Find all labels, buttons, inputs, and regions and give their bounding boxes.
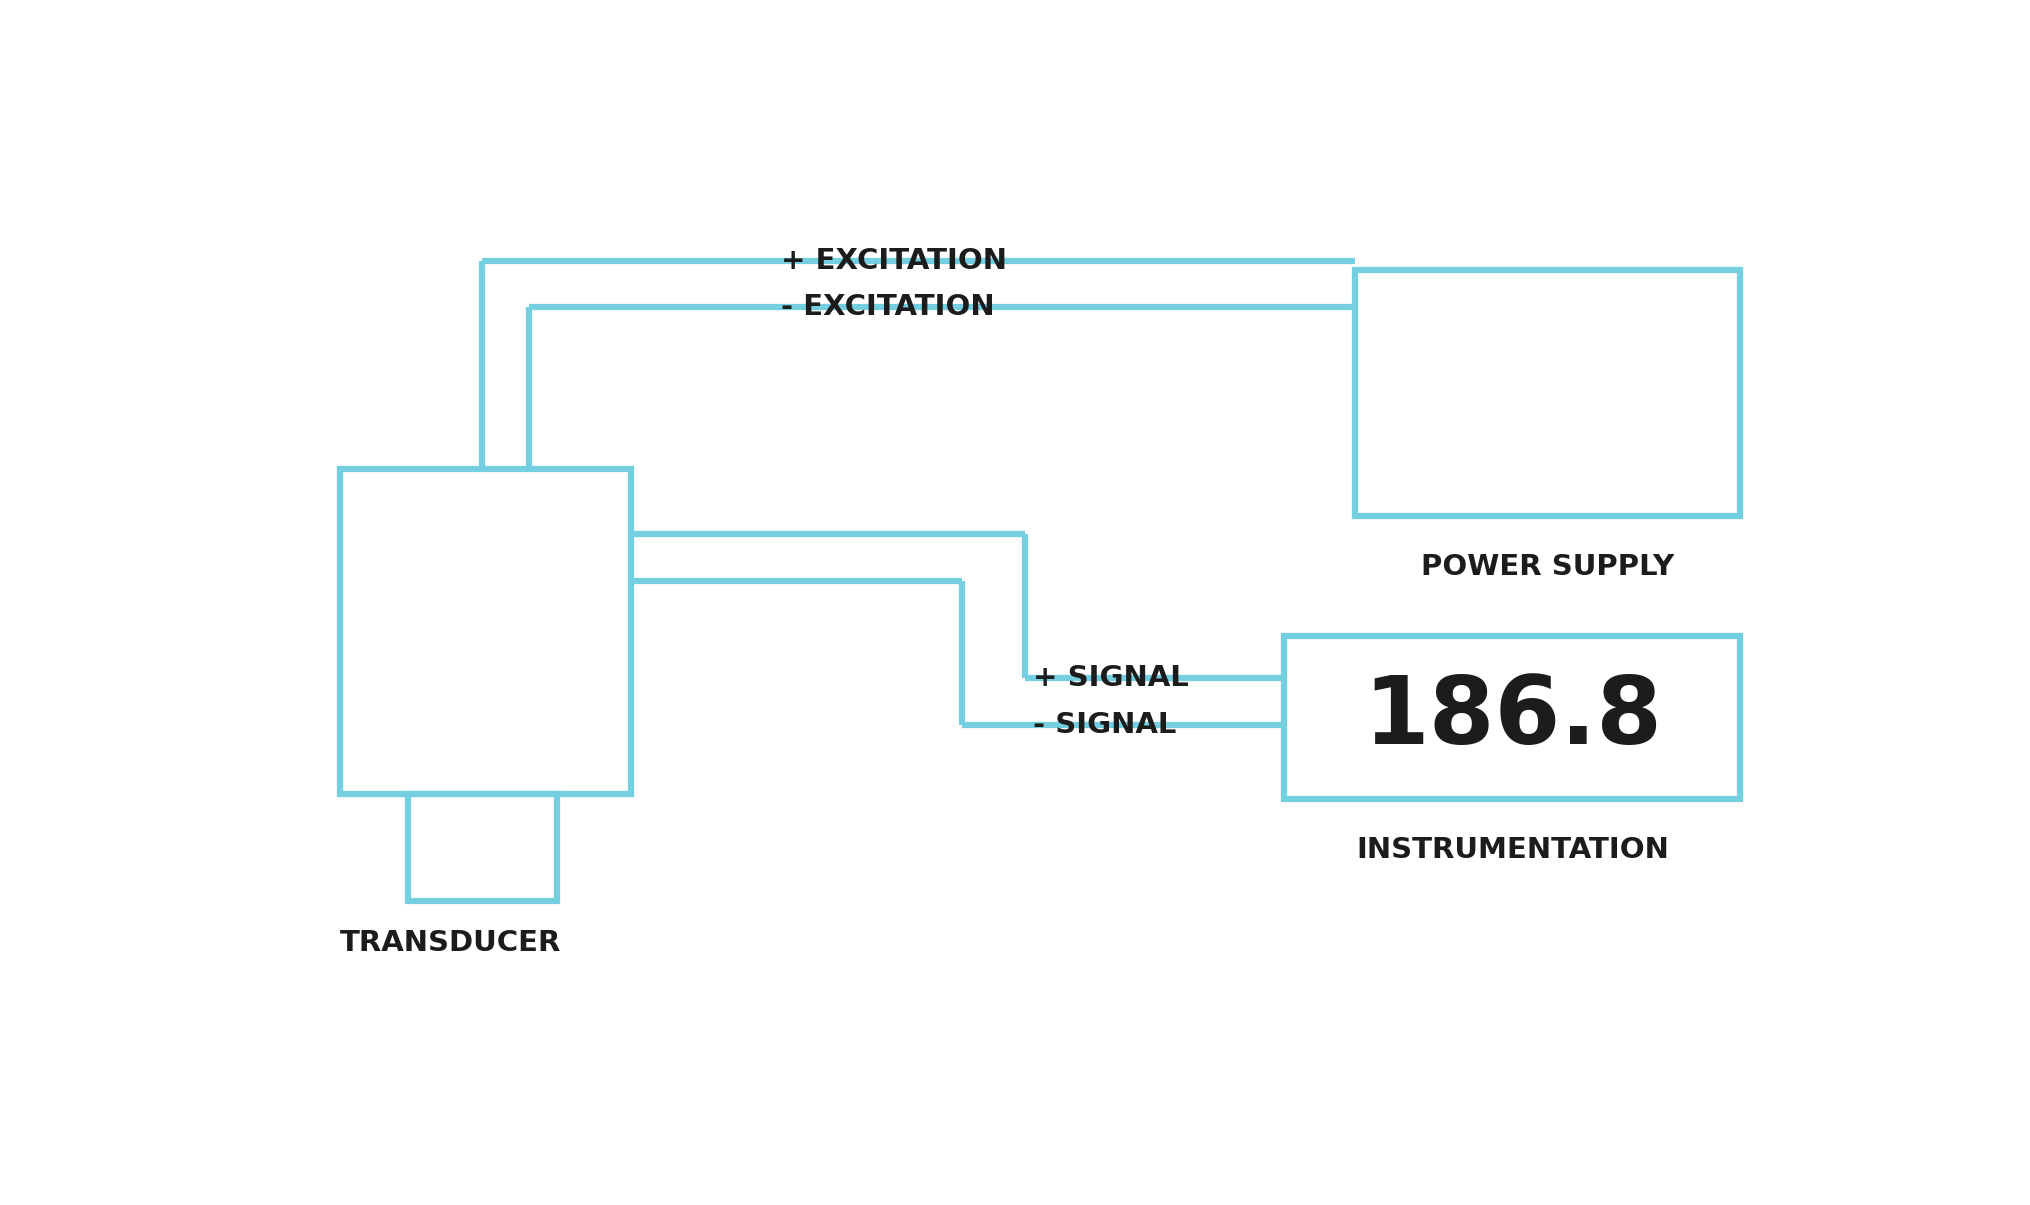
FancyBboxPatch shape bbox=[408, 794, 558, 901]
Text: POWER SUPPLY: POWER SUPPLY bbox=[1421, 553, 1675, 581]
Text: - SIGNAL: - SIGNAL bbox=[1033, 711, 1175, 739]
FancyBboxPatch shape bbox=[1354, 270, 1740, 516]
Text: 186.8: 186.8 bbox=[1362, 671, 1663, 764]
FancyBboxPatch shape bbox=[341, 470, 631, 794]
Text: INSTRUMENTATION: INSTRUMENTATION bbox=[1356, 836, 1669, 864]
Text: TRANSDUCER: TRANSDUCER bbox=[341, 929, 562, 957]
Text: + SIGNAL: + SIGNAL bbox=[1033, 664, 1188, 692]
Text: + EXCITATION: + EXCITATION bbox=[782, 247, 1007, 275]
Text: - EXCITATION: - EXCITATION bbox=[782, 293, 995, 321]
FancyBboxPatch shape bbox=[1285, 636, 1740, 799]
